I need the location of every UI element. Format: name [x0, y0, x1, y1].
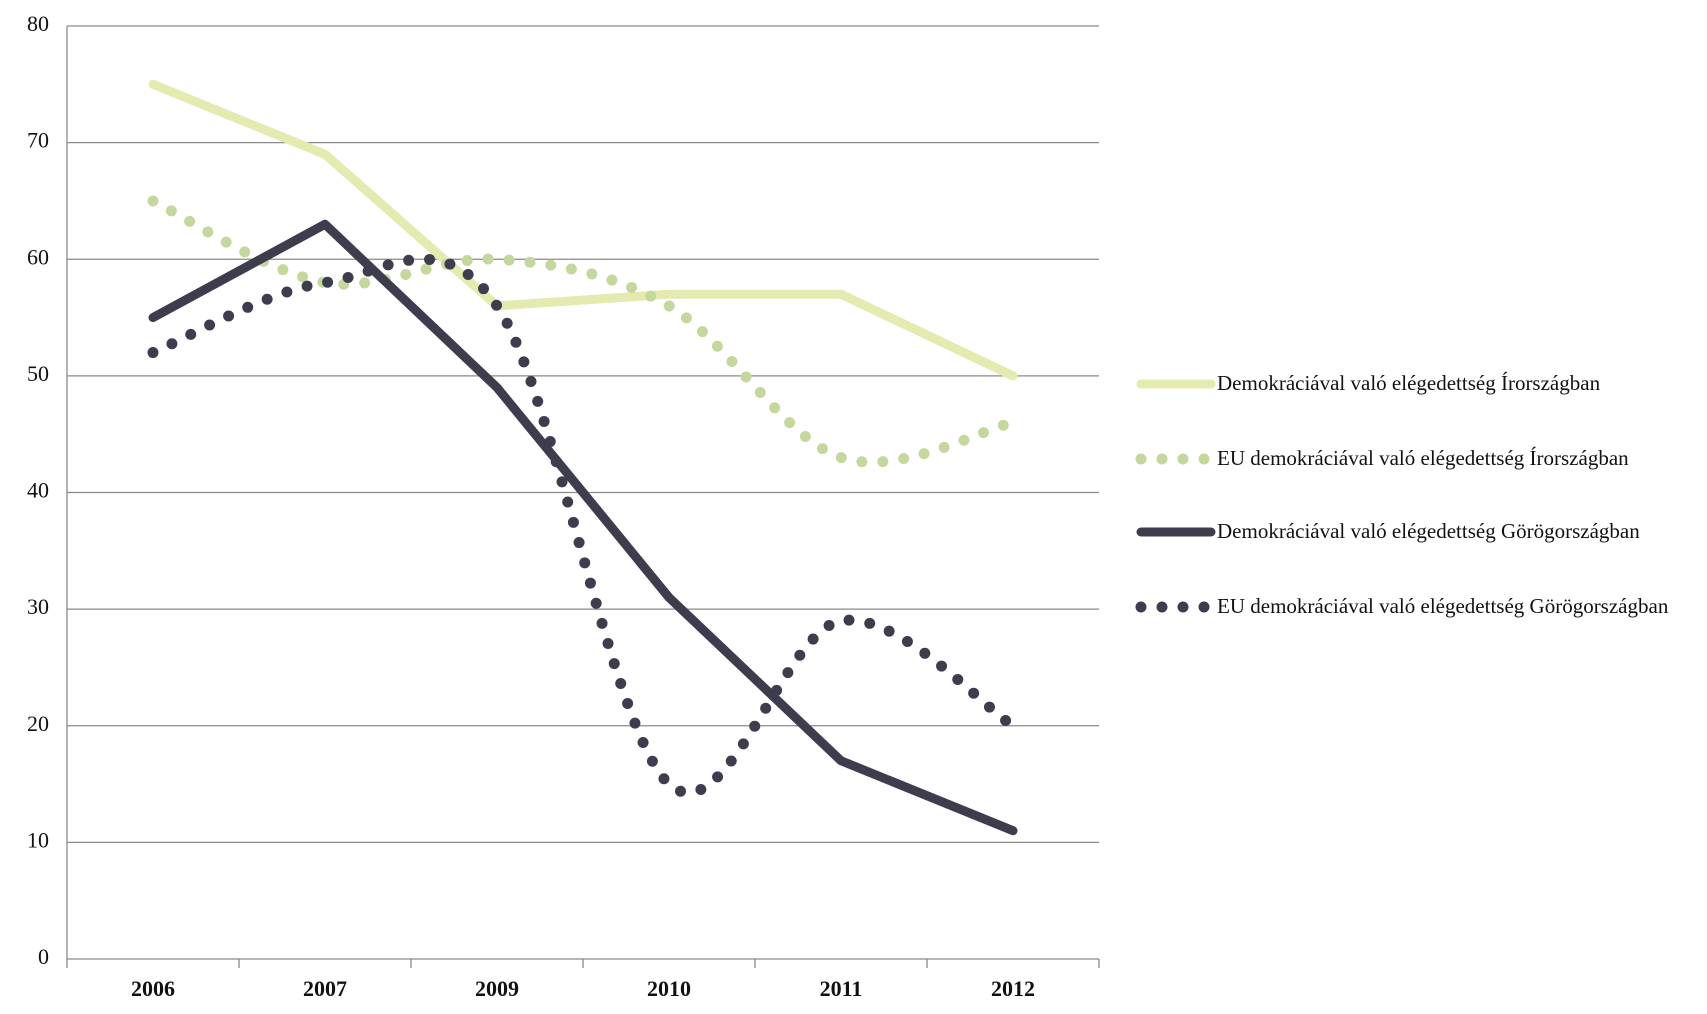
- legend-label: EU demokráciával való elégedettség Görög…: [1217, 594, 1669, 618]
- series-line: [147, 253, 1019, 799]
- y-tick-label: 10: [27, 827, 49, 852]
- legend-item: Demokráciával való elégedettség Görögors…: [1135, 516, 1707, 547]
- legend-item: Demokráciával való elégedettség Írország…: [1135, 368, 1707, 399]
- x-tick-label: 2010: [647, 976, 691, 1001]
- legend-item: EU demokráciával való elégedettség Írors…: [1135, 443, 1707, 474]
- legend-item: EU demokráciával való elégedettség Görög…: [1135, 591, 1707, 622]
- y-tick-label: 20: [27, 711, 49, 736]
- series-line: [148, 79, 1018, 381]
- legend-swatch: [1135, 453, 1217, 465]
- y-tick-label: 0: [38, 944, 49, 969]
- legend-swatch: [1135, 601, 1217, 613]
- legend-label: EU demokráciával való elégedettség Írors…: [1217, 446, 1629, 470]
- legend-swatch: [1136, 379, 1216, 389]
- x-tick-label: 2007: [303, 976, 347, 1001]
- x-tick-label: 2011: [820, 976, 863, 1001]
- y-tick-label: 50: [27, 361, 49, 386]
- legend-label: Demokráciával való elégedettség Írország…: [1217, 371, 1601, 395]
- legend-label: Demokráciával való elégedettség Görögors…: [1217, 519, 1640, 543]
- legend-swatch: [1136, 527, 1216, 537]
- y-tick-label: 60: [27, 244, 49, 269]
- series-line: [147, 195, 1019, 468]
- x-tick-label: 2006: [131, 976, 175, 1001]
- y-tick-label: 80: [27, 11, 49, 36]
- y-tick-label: 70: [27, 128, 49, 153]
- x-tick-label: 2009: [475, 976, 519, 1001]
- x-tick-label: 2012: [991, 976, 1035, 1001]
- series-line: [148, 219, 1018, 836]
- y-tick-label: 30: [27, 594, 49, 619]
- y-tick-label: 40: [27, 478, 49, 503]
